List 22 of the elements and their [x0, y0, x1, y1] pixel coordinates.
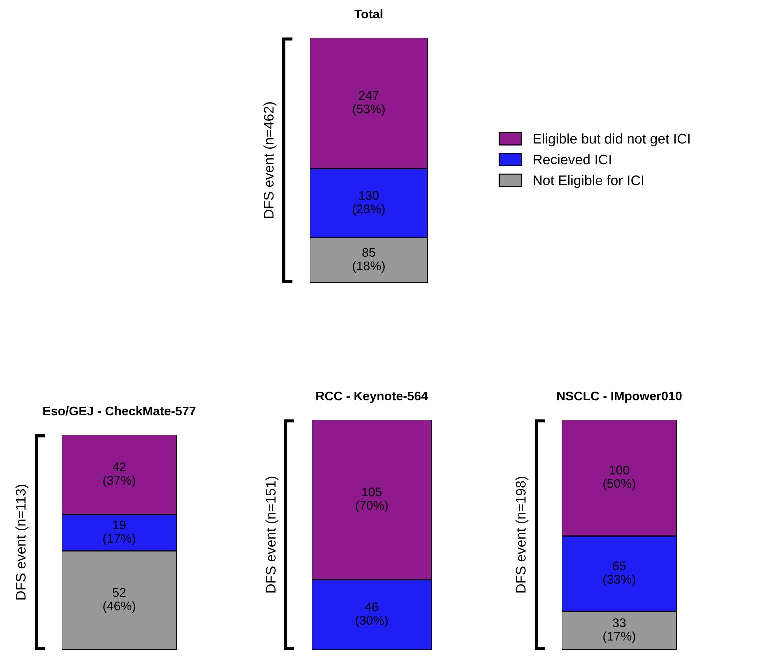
y-axis-title: DFS event (n=198) — [516, 476, 529, 593]
chart-title: Total — [354, 9, 383, 19]
legend-label: Recieved ICI — [534, 154, 612, 165]
y-axis-title: DFS event (n=113) — [16, 485, 29, 600]
data-label: 247 (53%) — [353, 91, 385, 116]
data-label: 65 (33%) — [604, 562, 636, 586]
data-label: 42 (37%) — [104, 462, 136, 488]
data-label: 100 (50%) — [604, 466, 636, 491]
data-label: 105 (70%) — [356, 488, 388, 513]
data-label: 33 (17%) — [604, 618, 636, 644]
y-axis-title: DFS event (n=462) — [264, 102, 277, 218]
chart-title: Eso/GEJ - CheckMate-577 — [44, 406, 196, 416]
legend-label: Not Eligible for ICI — [534, 175, 644, 188]
data-label: 46 (30%) — [356, 602, 388, 628]
data-label: 85 (18%) — [353, 248, 385, 274]
data-label: 130 (28%) — [353, 191, 385, 216]
chart-title: NSCLC - IMpower010 — [557, 392, 682, 404]
legend-label: Eligible but did not get ICI — [534, 134, 690, 147]
y-axis-title: DFS event (n=151) — [266, 476, 279, 593]
data-label: 52 (46%) — [104, 588, 136, 614]
data-label: 19 (17%) — [104, 520, 136, 546]
chart-title: RCC - Keynote-564 — [316, 392, 428, 404]
